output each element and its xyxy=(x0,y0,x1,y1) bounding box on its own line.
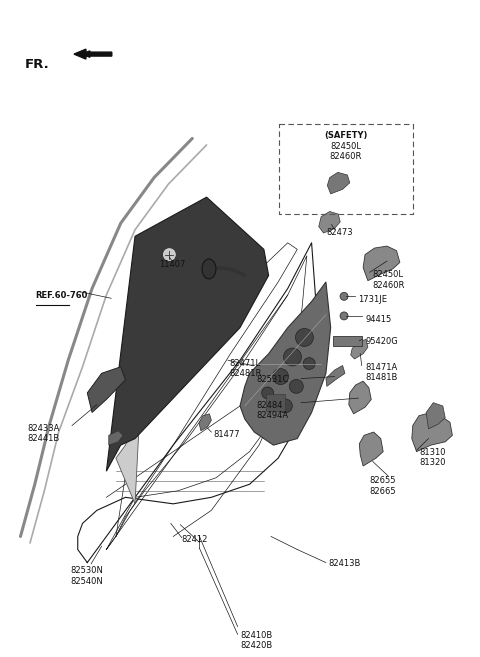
Polygon shape xyxy=(319,212,340,233)
Text: 82473: 82473 xyxy=(327,229,353,237)
Polygon shape xyxy=(240,282,331,445)
Text: 82655
82665: 82655 82665 xyxy=(370,476,396,496)
Text: 11407: 11407 xyxy=(159,260,185,269)
Text: REF.60-760: REF.60-760 xyxy=(36,291,88,300)
Circle shape xyxy=(340,292,348,300)
Circle shape xyxy=(284,348,301,366)
Text: FR.: FR. xyxy=(24,58,49,70)
Polygon shape xyxy=(349,381,371,414)
Text: 82471L
82481R: 82471L 82481R xyxy=(229,359,262,378)
FancyBboxPatch shape xyxy=(266,394,285,411)
Polygon shape xyxy=(107,197,269,471)
Polygon shape xyxy=(412,413,452,451)
Text: 82531C: 82531C xyxy=(257,375,289,384)
Circle shape xyxy=(273,369,288,384)
Text: 82484
82494A: 82484 82494A xyxy=(257,401,289,420)
Polygon shape xyxy=(363,246,400,281)
Text: 82450L
82460R: 82450L 82460R xyxy=(372,270,405,290)
Circle shape xyxy=(289,380,303,394)
Circle shape xyxy=(303,357,315,369)
Circle shape xyxy=(296,328,313,346)
Polygon shape xyxy=(116,413,140,504)
Text: 82412: 82412 xyxy=(182,535,208,544)
Polygon shape xyxy=(327,172,350,194)
Circle shape xyxy=(162,248,176,261)
Circle shape xyxy=(262,387,274,399)
Polygon shape xyxy=(199,414,211,431)
Text: 82413B: 82413B xyxy=(328,559,360,568)
Polygon shape xyxy=(351,340,368,359)
Text: 82410B
82420B: 82410B 82420B xyxy=(240,631,272,650)
Polygon shape xyxy=(360,432,383,466)
Text: 81477: 81477 xyxy=(214,430,240,439)
Text: 82530N
82540N: 82530N 82540N xyxy=(71,566,104,586)
Polygon shape xyxy=(326,365,345,386)
Circle shape xyxy=(278,399,292,413)
Text: (SAFETY): (SAFETY) xyxy=(324,131,368,139)
Text: 82433A
82441B: 82433A 82441B xyxy=(28,424,60,443)
Text: 95420G: 95420G xyxy=(365,338,398,346)
Polygon shape xyxy=(426,403,445,429)
Circle shape xyxy=(340,312,348,320)
Polygon shape xyxy=(74,49,112,59)
FancyBboxPatch shape xyxy=(333,336,362,346)
Polygon shape xyxy=(87,367,125,413)
Text: 1731JE: 1731JE xyxy=(359,295,387,304)
Text: 94415: 94415 xyxy=(365,315,391,324)
Polygon shape xyxy=(109,431,123,445)
Ellipse shape xyxy=(202,259,216,279)
Text: 82450L
82460R: 82450L 82460R xyxy=(330,141,362,161)
Text: 81471A
81481B: 81471A 81481B xyxy=(365,363,397,382)
Text: 81310
81320: 81310 81320 xyxy=(419,447,445,467)
